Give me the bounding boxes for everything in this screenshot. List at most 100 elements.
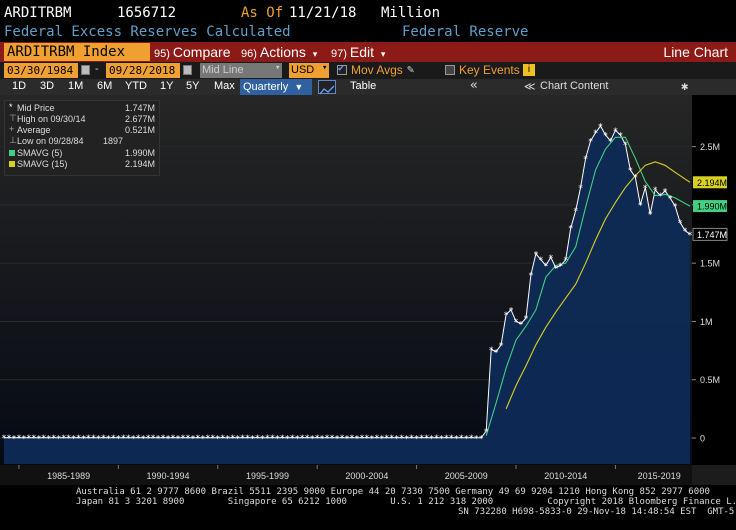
command-bar: ARDITRBM Index 95) Compare 96) Actions ▾ 9… xyxy=(0,42,736,62)
table-button[interactable]: Table xyxy=(350,80,377,92)
price-marker: * xyxy=(628,166,633,176)
price-marker: * xyxy=(220,434,225,444)
actions-button[interactable]: 96) Actions ▾ xyxy=(241,42,317,62)
price-marker: * xyxy=(280,434,285,444)
footer-session-line: SN 732280 H698-5833-0 29-Nov-18 14:48:54… xyxy=(458,507,736,517)
price-marker: * xyxy=(140,434,145,444)
range-1y[interactable]: 1Y xyxy=(160,80,174,92)
currency-select[interactable]: USD xyxy=(289,63,329,78)
chevron-down-icon: ▾ xyxy=(322,63,328,73)
legend-mid-price[interactable]: * Mid Price 1.747M xyxy=(9,102,159,114)
price-marker: * xyxy=(389,434,394,444)
price-marker: * xyxy=(657,192,662,202)
price-marker: * xyxy=(16,434,21,444)
price-marker: * xyxy=(543,262,548,272)
price-marker: * xyxy=(493,348,498,358)
price-marker: * xyxy=(185,434,190,444)
range-5y[interactable]: 5Y xyxy=(186,80,200,92)
range-6m[interactable]: 6M xyxy=(97,80,113,92)
compare-label: Compare xyxy=(172,44,231,60)
x-tick-label: 2005-2009 xyxy=(445,471,488,481)
mov-avgs-checkbox[interactable]: ✔ xyxy=(337,63,347,75)
collapse-left-icon[interactable]: « xyxy=(470,78,478,93)
price-marker: * xyxy=(667,194,672,204)
legend-low: ⊥ Low on 09/28/84 1897 xyxy=(9,135,159,147)
key-events-checkbox[interactable] xyxy=(445,65,455,75)
range-3d[interactable]: 3D xyxy=(40,80,55,92)
checkmark-icon: ✔ xyxy=(338,63,345,74)
actions-number: 96) xyxy=(241,48,257,60)
price-marker: * xyxy=(623,141,628,151)
key-events-label: Key Events xyxy=(459,63,520,77)
smavg15-line xyxy=(505,161,691,410)
as-of-label: As Of xyxy=(241,5,284,21)
price-marker: * xyxy=(76,434,81,444)
legend-smavg5[interactable]: SMAVG (5) 1.990M xyxy=(9,148,159,159)
price-marker: * xyxy=(618,131,623,141)
pencil-icon[interactable]: ✎ xyxy=(407,62,415,76)
price-marker: * xyxy=(548,254,553,264)
range-1m[interactable]: 1M xyxy=(68,80,84,92)
price-marker: * xyxy=(384,434,389,444)
price-marker: * xyxy=(603,131,608,141)
compare-button[interactable]: 95) Compare xyxy=(154,42,231,62)
price-marker: * xyxy=(165,434,170,444)
price-marker: * xyxy=(51,434,56,444)
price-marker: * xyxy=(419,434,424,444)
price-marker: * xyxy=(404,434,409,444)
security-input[interactable]: ARDITRBM Index xyxy=(4,43,150,61)
price-line xyxy=(4,125,691,439)
price-marker: * xyxy=(528,271,533,281)
legend-label: Average xyxy=(17,125,51,135)
description-bar: Federal Excess Reserves Calculated Feder… xyxy=(0,22,736,42)
price-marker: * xyxy=(111,434,116,444)
price-marker: * xyxy=(454,434,459,444)
range-1d[interactable]: 1D xyxy=(12,80,27,92)
price-marker: * xyxy=(339,434,344,444)
legend-average: + Average 0.521M xyxy=(9,124,159,136)
price-marker: * xyxy=(26,434,31,444)
x-axis-background xyxy=(0,465,692,485)
price-marker: * xyxy=(374,434,379,444)
price-marker: * xyxy=(588,137,593,147)
chart-content-icon: ≪ xyxy=(524,80,536,93)
price-marker: * xyxy=(459,434,464,444)
price-marker: * xyxy=(652,186,657,196)
range-max[interactable]: Max xyxy=(214,80,235,92)
chevron-down-icon: ▾ xyxy=(312,49,318,59)
price-marker: * xyxy=(364,434,369,444)
edit-button[interactable]: 97) Edit ▾ xyxy=(331,42,385,62)
end-date-input[interactable]: 09/28/2018 xyxy=(106,63,180,78)
price-marker: * xyxy=(155,434,160,444)
price-marker: * xyxy=(439,434,444,444)
calendar-icon[interactable] xyxy=(81,65,90,75)
start-date-input[interactable]: 03/30/1984 xyxy=(4,63,78,78)
last-value-badge xyxy=(692,227,728,241)
price-marker: * xyxy=(568,225,573,235)
price-marker: * xyxy=(200,434,205,444)
last-value-badge xyxy=(693,176,727,189)
price-marker: * xyxy=(170,434,175,444)
series-description: Federal Excess Reserves Calculated xyxy=(4,24,291,40)
legend-smavg15[interactable]: SMAVG (15) 2.194M xyxy=(9,159,159,170)
price-marker: * xyxy=(479,434,484,444)
price-marker: * xyxy=(31,434,36,444)
legend-value: 2.194M xyxy=(124,159,155,169)
price-marker: * xyxy=(613,127,618,137)
frequency-select[interactable]: Quarterly ▼ xyxy=(240,79,312,95)
options-bar: 03/30/1984 - 09/28/2018 Mid Line ▾ USD ▾… xyxy=(0,62,736,79)
chart-style-icon[interactable] xyxy=(318,80,336,95)
price-marker: * xyxy=(324,434,329,444)
calendar-icon[interactable] xyxy=(183,65,192,75)
last-value-label: 2.194M xyxy=(697,178,727,188)
price-marker: * xyxy=(150,434,155,444)
price-field-select[interactable]: Mid Line xyxy=(200,63,282,78)
price-marker: * xyxy=(334,434,339,444)
chevron-down-icon: ▼ xyxy=(294,82,304,92)
info-icon[interactable]: i xyxy=(523,64,535,76)
price-marker: * xyxy=(583,155,588,165)
chart-content-label[interactable]: Chart Content xyxy=(540,80,609,92)
gear-icon[interactable]: ✱ xyxy=(681,79,689,93)
price-marker: * xyxy=(131,434,136,444)
range-ytd[interactable]: YTD xyxy=(125,80,147,92)
